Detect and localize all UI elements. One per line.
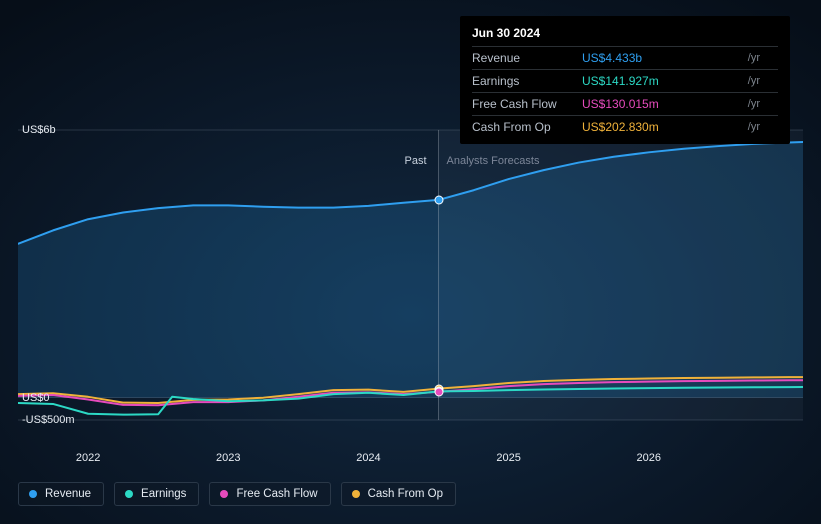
tooltip-table: RevenueUS$4.433b/yrEarningsUS$141.927m/y… — [472, 46, 778, 138]
legend-item[interactable]: Revenue — [18, 482, 104, 506]
legend-label: Earnings — [141, 488, 186, 500]
tooltip-value: US$130.015m — [582, 93, 744, 116]
tooltip-row: Cash From OpUS$202.830m/yr — [472, 116, 778, 139]
legend-dot — [352, 490, 360, 498]
tooltip-row: RevenueUS$4.433b/yr — [472, 47, 778, 70]
tooltip-row: EarningsUS$141.927m/yr — [472, 70, 778, 93]
x-axis-label: 2024 — [356, 452, 380, 464]
tooltip-value: US$4.433b — [582, 47, 744, 70]
tooltip-unit: /yr — [744, 70, 778, 93]
x-axis-label: 2022 — [76, 452, 100, 464]
legend-dot — [125, 490, 133, 498]
x-axis-label: 2025 — [496, 452, 520, 464]
tooltip-key: Cash From Op — [472, 116, 582, 139]
tooltip-row: Free Cash FlowUS$130.015m/yr — [472, 93, 778, 116]
tooltip-key: Revenue — [472, 47, 582, 70]
legend-item[interactable]: Cash From Op — [341, 482, 456, 506]
legend-dot — [220, 490, 228, 498]
tooltip-key: Earnings — [472, 70, 582, 93]
legend-item[interactable]: Free Cash Flow — [209, 482, 330, 506]
hover-marker — [434, 387, 443, 396]
y-axis-label: US$6b — [22, 124, 56, 136]
legend-dot — [29, 490, 37, 498]
legend-label: Revenue — [45, 488, 91, 500]
tooltip-unit: /yr — [744, 116, 778, 139]
section-label-forecast: Analysts Forecasts — [447, 155, 540, 167]
legend-label: Free Cash Flow — [236, 488, 317, 500]
tooltip-value: US$202.830m — [582, 116, 744, 139]
tooltip: Jun 30 2024 RevenueUS$4.433b/yrEarningsU… — [460, 16, 790, 144]
tooltip-value: US$141.927m — [582, 70, 744, 93]
x-axis-label: 2026 — [637, 452, 661, 464]
tooltip-date: Jun 30 2024 — [472, 26, 778, 40]
tooltip-key: Free Cash Flow — [472, 93, 582, 116]
y-axis-label: -US$500m — [22, 414, 75, 426]
tooltip-unit: /yr — [744, 93, 778, 116]
tooltip-unit: /yr — [744, 47, 778, 70]
hover-marker — [434, 195, 443, 204]
x-axis-label: 2023 — [216, 452, 240, 464]
section-label-past: Past — [405, 155, 427, 167]
legend-item[interactable]: Earnings — [114, 482, 199, 506]
y-axis-label: US$0 — [22, 392, 50, 404]
legend-label: Cash From Op — [368, 488, 443, 500]
legend: Revenue Earnings Free Cash Flow Cash From O… — [18, 482, 456, 506]
